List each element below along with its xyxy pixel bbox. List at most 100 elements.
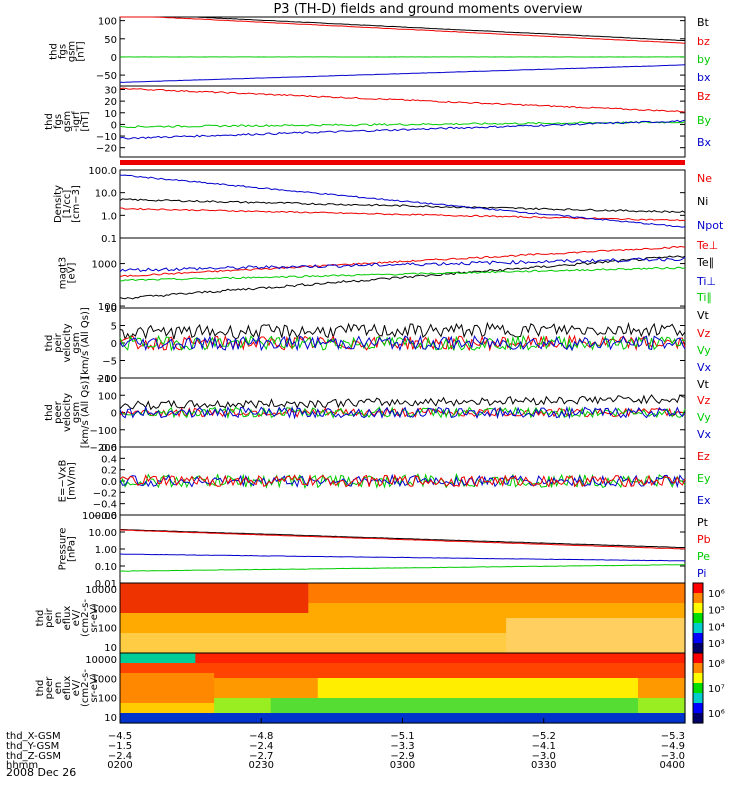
- heatmap-cell: [647, 663, 658, 669]
- heatmap-cell: [364, 653, 375, 659]
- heatmap-cell: [506, 583, 517, 589]
- heatmap-cell: [524, 603, 535, 609]
- heatmap-cell: [355, 698, 366, 704]
- heatmap-cell: [572, 708, 583, 714]
- heatmap-cell: [609, 638, 620, 644]
- heatmap-cell: [214, 668, 225, 674]
- heatmap-cell: [270, 588, 281, 594]
- heatmap-cell: [666, 673, 677, 679]
- heatmap-cell: [270, 603, 281, 609]
- x-tick-label: −2.9: [390, 751, 414, 762]
- heatmap-cell: [590, 618, 601, 624]
- heatmap-cell: [393, 623, 404, 629]
- y-axis-label: velocity: [62, 323, 73, 362]
- heatmap-cell: [176, 648, 187, 654]
- heatmap-cell: [468, 603, 479, 609]
- heatmap-cell: [308, 708, 319, 714]
- heatmap-cell: [195, 703, 206, 709]
- heatmap-cell: [468, 613, 479, 619]
- heatmap-cell: [515, 703, 526, 709]
- heatmap-cell: [609, 643, 620, 649]
- heatmap-cell: [553, 683, 564, 689]
- heatmap-cell: [336, 598, 347, 604]
- heatmap-cell: [280, 583, 291, 589]
- heatmap-cell: [289, 623, 300, 629]
- heatmap-cell: [223, 668, 234, 674]
- heatmap-cell: [562, 608, 573, 614]
- heatmap-cell: [543, 673, 554, 679]
- heatmap-cell: [280, 698, 291, 704]
- heatmap-cell: [430, 603, 441, 609]
- heatmap-cell: [572, 673, 583, 679]
- heatmap-cell: [421, 628, 432, 634]
- heatmap-cell: [383, 643, 394, 649]
- heatmap-cell: [251, 643, 262, 649]
- heatmap-cell: [214, 633, 225, 639]
- heatmap-cell: [120, 683, 131, 689]
- heatmap-cell: [487, 683, 498, 689]
- heatmap-cell: [600, 588, 611, 594]
- heatmap-cell: [609, 593, 620, 599]
- heatmap-cell: [534, 638, 545, 644]
- heatmap-cell: [430, 713, 441, 719]
- heatmap-cell: [364, 633, 375, 639]
- heatmap-cell: [383, 613, 394, 619]
- heatmap-cell: [628, 623, 639, 629]
- heatmap-cell: [553, 623, 564, 629]
- heatmap-cell: [233, 683, 244, 689]
- heatmap-cell: [167, 698, 178, 704]
- heatmap-cell: [346, 638, 357, 644]
- heatmap-cell: [619, 703, 630, 709]
- heatmap-cell: [280, 633, 291, 639]
- heatmap-cell: [185, 658, 196, 664]
- heatmap-cell: [204, 688, 215, 694]
- legend-Ni: Ni: [697, 195, 708, 208]
- heatmap-cell: [666, 708, 677, 714]
- heatmap-cell: [223, 588, 234, 594]
- heatmap-cell: [553, 663, 564, 669]
- heatmap-cell: [421, 613, 432, 619]
- heatmap-cell: [506, 608, 517, 614]
- heatmap-cell: [355, 678, 366, 684]
- heatmap-cell: [609, 618, 620, 624]
- heatmap-cell: [383, 648, 394, 654]
- heatmap-cell: [242, 633, 253, 639]
- heatmap-cell: [308, 713, 319, 719]
- heatmap-cell: [590, 628, 601, 634]
- heatmap-cell: [195, 653, 206, 659]
- heatmap-cell: [430, 708, 441, 714]
- heatmap-cell: [195, 718, 206, 724]
- heatmap-cell: [185, 633, 196, 639]
- y-tick-label: 10.00: [88, 528, 117, 539]
- heatmap-cell: [666, 603, 677, 609]
- heatmap-cell: [421, 643, 432, 649]
- heatmap-cell: [459, 613, 470, 619]
- heatmap-cell: [214, 688, 225, 694]
- heatmap-cell: [468, 678, 479, 684]
- heatmap-cell: [383, 653, 394, 659]
- heatmap-cell: [261, 633, 272, 639]
- heatmap-cell: [261, 603, 272, 609]
- heatmap-cell: [383, 693, 394, 699]
- heatmap-cell: [148, 653, 159, 659]
- heatmap-cell: [468, 643, 479, 649]
- heatmap-cell: [261, 698, 272, 704]
- heatmap-cell: [656, 673, 667, 679]
- x-tick-label: −4.9: [661, 741, 685, 752]
- heatmap-cell: [308, 608, 319, 614]
- heatmap-cell: [270, 638, 281, 644]
- heatmap-cell: [496, 643, 507, 649]
- heatmap-cell: [468, 668, 479, 674]
- heatmap-cell: [280, 623, 291, 629]
- heatmap-cell: [298, 703, 309, 709]
- heatmap-cell: [214, 653, 225, 659]
- heatmap-cell: [176, 698, 187, 704]
- heatmap-cell: [562, 688, 573, 694]
- heatmap-cell: [308, 598, 319, 604]
- heatmap-cell: [317, 663, 328, 669]
- heatmap-cell: [346, 588, 357, 594]
- heatmap-cell: [553, 598, 564, 604]
- heatmap-cell: [129, 678, 140, 684]
- heatmap-cell: [666, 633, 677, 639]
- y-tick-label: 200: [98, 374, 117, 385]
